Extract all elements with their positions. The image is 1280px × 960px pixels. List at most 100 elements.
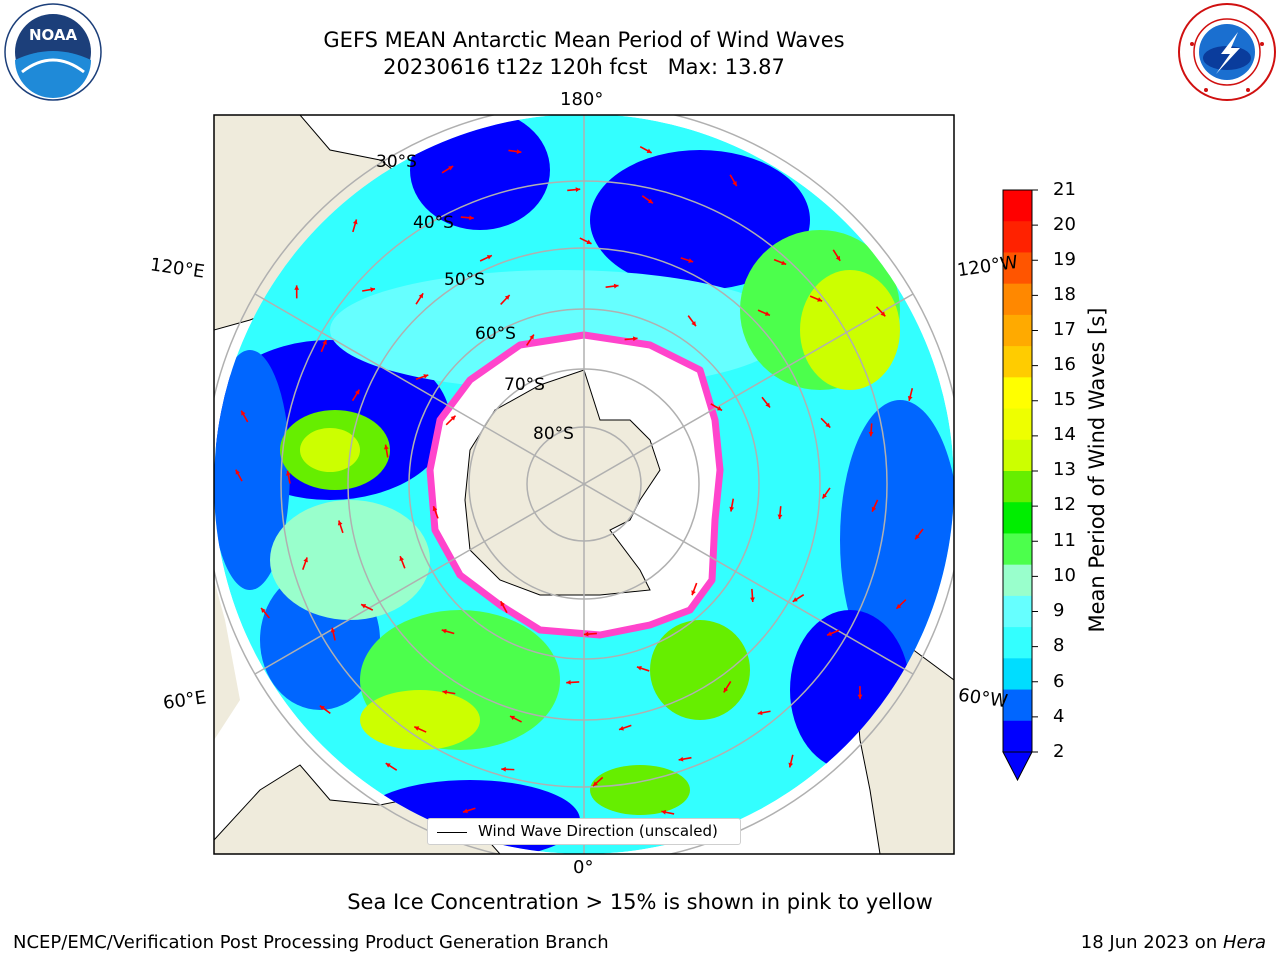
wave-direction-arrowhead	[441, 628, 447, 634]
colorbar-segment	[1003, 377, 1032, 410]
footer-machine: Hera	[1222, 932, 1266, 953]
wave-direction-arrowhead	[750, 597, 755, 602]
wave-direction-arrowhead	[504, 294, 510, 300]
footer-date: 18 Jun 2023 on Hera	[1081, 932, 1266, 953]
wave-direction-arrowhead	[442, 689, 448, 695]
wind-wave-direction-arrows	[235, 145, 924, 831]
colorbar-segment	[1003, 564, 1032, 597]
antarctica-land	[464, 369, 661, 596]
wave-direction-arrowhead	[822, 493, 827, 499]
title-line-2: 20230616 t12z 120h fcst Max: 13.87	[383, 55, 785, 79]
wave-direction-arrowhead	[817, 297, 823, 302]
wave-direction-arrowhead	[636, 665, 642, 671]
wave-direction-arrowhead	[385, 763, 391, 768]
wave-direction-arrowhead	[432, 506, 438, 512]
wave-direction-arrowhead	[241, 410, 246, 416]
noaa-logo: NOAA	[4, 3, 102, 101]
wave-direction-arrowhead	[355, 389, 360, 395]
wave-direction-arrowhead	[613, 283, 619, 289]
wave-direction-arrowhead	[235, 469, 240, 475]
footer-date-text: 18 Jun 2023 on	[1080, 932, 1223, 953]
colorbar-tick: 16	[1053, 354, 1076, 375]
wave-direction-arrowhead	[717, 406, 723, 411]
wave-direction-arrowhead	[765, 402, 771, 408]
wave-direction-arrowhead	[646, 148, 652, 153]
wave-direction-arrowhead	[827, 631, 833, 636]
colorbar-tick: 12	[1053, 494, 1076, 515]
colorbar-tick: 4	[1053, 706, 1065, 727]
colorbar-tick: 13	[1053, 459, 1076, 480]
wave-direction-arrowhead	[583, 631, 589, 637]
wave-direction-arrowhead	[370, 287, 376, 292]
wave-direction-arrowhead	[361, 604, 367, 609]
colorbar-segment	[1003, 190, 1032, 222]
colorbar-segment	[1003, 283, 1032, 316]
lat-label-80s: 80°S	[533, 424, 574, 444]
colorbar-tick: 11	[1053, 530, 1076, 551]
noaa-logo-text: NOAA	[29, 26, 78, 44]
colorbar-tick: 20	[1053, 214, 1076, 235]
colorbar-tick: 2	[1053, 741, 1065, 762]
lat-label-70s: 70°S	[504, 375, 545, 395]
wave-direction-arrowhead	[868, 431, 874, 437]
colorbar-tick: 17	[1053, 319, 1076, 340]
wave-direction-arrowhead	[647, 198, 653, 204]
colorbar-segment	[1003, 221, 1032, 253]
wave-direction-arrowhead	[303, 557, 308, 563]
wave-direction-arrowhead	[661, 809, 667, 815]
wave-direction-arrowhead	[781, 260, 787, 266]
wave-direction-arrowhead	[322, 339, 327, 345]
wave-direction-arrowhead	[792, 597, 798, 602]
wave-direction-arrowhead	[423, 374, 429, 379]
wave-direction-arrowhead	[383, 444, 389, 450]
colorbar-label: Mean Period of Wind Waves [s]	[1085, 307, 1109, 633]
footer-credit: NCEP/EMC/Verification Post Processing Pr…	[13, 932, 609, 953]
wave-direction-arrowhead	[688, 258, 694, 263]
wave-direction-arrowhead	[729, 506, 735, 512]
wave-direction-arrowhead	[450, 415, 456, 421]
wave-direction-arrowhead	[907, 396, 913, 401]
colorbar-tick: 21	[1053, 179, 1076, 200]
wave-direction-arrowhead	[764, 311, 770, 316]
colorbar-segment	[1003, 720, 1032, 753]
wave-direction-arrowhead	[788, 762, 794, 768]
colorbar-tick: 6	[1053, 671, 1065, 692]
wave-direction-arrowhead	[510, 715, 516, 721]
colorbar-segment	[1003, 314, 1032, 347]
lat-label-40s: 40°S	[413, 213, 454, 233]
colorbar-segment	[1003, 627, 1032, 659]
wave-direction-arrowhead	[871, 506, 877, 512]
wave-direction-arrowhead	[469, 215, 474, 221]
colorbar-tick: 19	[1053, 249, 1076, 270]
wave-direction-arrowhead	[501, 766, 506, 772]
map-frame	[213, 114, 955, 855]
wave-direction-arrowhead	[757, 710, 763, 716]
wave-direction-arrowhead	[516, 149, 522, 154]
colorbar-tick: 8	[1053, 635, 1065, 656]
wave-direction-arrowhead	[825, 422, 831, 428]
wave-direction-arrowhead	[678, 756, 684, 762]
lon-label-0: 0°	[573, 857, 594, 878]
colorbar-segment	[1003, 439, 1032, 472]
wave-direction-arrowhead	[448, 166, 454, 171]
lat-label-50s: 50°S	[444, 270, 485, 290]
wave-direction-arrowhead	[285, 470, 291, 476]
wave-direction-arrowhead	[593, 781, 598, 787]
wave-direction-arrowhead	[500, 601, 505, 607]
colorbar-segment	[1003, 471, 1032, 503]
wave-direction-arrowhead	[896, 603, 902, 609]
wave-direction-arrowhead	[835, 255, 841, 261]
wave-direction-arrowhead	[857, 694, 863, 700]
lon-label-180: 180°	[560, 89, 604, 110]
colorbar-tick: 10	[1053, 565, 1076, 586]
colorbar-segment	[1003, 533, 1032, 566]
map-graticule	[214, 115, 954, 854]
wave-direction-arrowhead	[732, 181, 737, 187]
colorbar-segment	[1003, 408, 1032, 441]
colorbar-tick: 9	[1053, 600, 1065, 621]
wave-direction-arrowhead	[352, 219, 358, 225]
colorbar-extend-triangle	[1002, 751, 1033, 782]
wave-direction-arrowhead	[337, 520, 343, 526]
wave-direction-arrowhead	[691, 321, 696, 327]
wave-direction-arrowhead	[486, 255, 492, 260]
